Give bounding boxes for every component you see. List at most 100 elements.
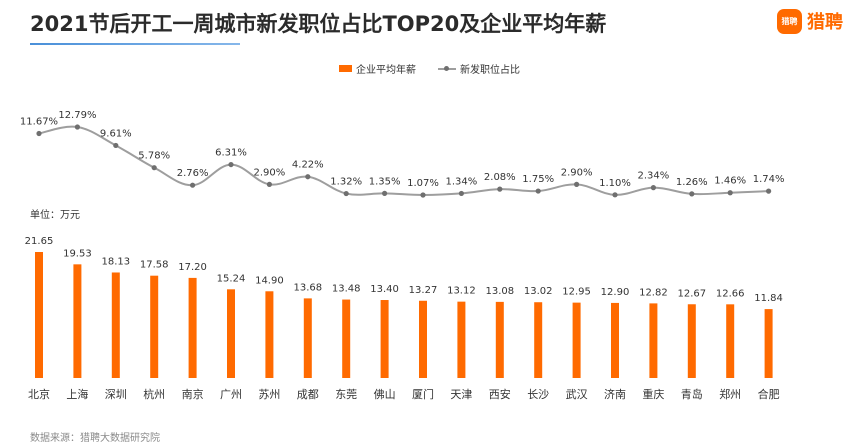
bar-value-label: 13.08 — [485, 286, 514, 297]
bar-2 — [73, 264, 82, 378]
share-point — [305, 174, 311, 180]
category-label: 南京 — [182, 387, 204, 401]
share-value-label: 4.22% — [292, 160, 324, 171]
share-value-label: 1.74% — [753, 174, 785, 185]
data-source: 数据来源：猎聘大数据研究院 — [30, 433, 160, 444]
share-point — [266, 181, 272, 187]
share-point — [458, 190, 464, 197]
share-point — [113, 142, 119, 149]
bar-5 — [188, 277, 197, 378]
category-label: 苏州 — [258, 388, 280, 401]
share-value-label: 1.07% — [407, 178, 439, 189]
category-label: 成都 — [297, 388, 319, 401]
category-label: 深圳 — [105, 388, 127, 401]
share-value-label: 9.61% — [100, 128, 132, 139]
share-point — [574, 181, 580, 187]
category-label: 天津 — [450, 388, 472, 401]
bar-value-label: 13.27 — [409, 285, 438, 296]
share-point — [766, 188, 772, 194]
bar-value-label: 11.84 — [754, 293, 783, 304]
liepin-logo-icon: 猎聘 — [777, 8, 802, 34]
bar-value-label: 13.12 — [447, 286, 476, 297]
share-line — [38, 125, 769, 197]
category-label: 东莞 — [335, 388, 357, 401]
bar-value-label: 14.90 — [255, 275, 284, 286]
category-label: 上海 — [66, 387, 88, 401]
share-point — [382, 190, 388, 196]
share-point — [497, 186, 503, 192]
share-value-label: 1.75% — [522, 174, 554, 185]
bar-value-label: 13.40 — [370, 284, 399, 295]
share-value-label: 1.35% — [369, 176, 401, 187]
share-point — [689, 191, 695, 197]
bar-value-label: 12.95 — [562, 287, 591, 298]
share-value-label: 2.08% — [484, 172, 516, 183]
chart-legend: 企业平均年薪 新发职位占比 — [0, 61, 859, 76]
share-value-label: 2.90% — [254, 167, 286, 178]
share-value-label: 5.78% — [138, 151, 170, 162]
legend-item-salary: 企业平均年薪 — [339, 61, 416, 76]
bar-value-label: 13.02 — [524, 286, 553, 297]
bar-value-label: 21.65 — [25, 236, 54, 247]
share-value-label: 1.34% — [446, 176, 478, 187]
chart-title: 2021节后开工一周城市新发职位占比TOP20及企业平均年薪 — [30, 12, 607, 36]
bar-value-label: 17.20 — [178, 262, 207, 273]
category-label: 佛山 — [374, 388, 396, 401]
category-label: 武汉 — [566, 388, 588, 401]
bar-value-label: 18.13 — [101, 256, 130, 267]
bar-value-label: 12.90 — [601, 287, 630, 298]
bar-13 — [495, 301, 504, 378]
bar-value-label: 12.82 — [639, 287, 668, 298]
share-point — [343, 190, 349, 197]
bar-value-label: 15.24 — [217, 273, 246, 284]
liepin-logo: 猎聘 猎聘 — [777, 8, 843, 34]
bar-19 — [726, 304, 735, 378]
category-label: 济南 — [604, 387, 626, 401]
bar-12 — [457, 301, 466, 378]
share-value-label: 1.32% — [330, 177, 362, 188]
share-value-label: 2.90% — [561, 167, 593, 178]
share-point — [190, 182, 196, 188]
category-label: 北京 — [28, 387, 50, 401]
legend-line-swatch — [438, 64, 456, 74]
share-point — [612, 192, 618, 198]
category-label: 杭州 — [143, 387, 165, 401]
bar-16 — [611, 302, 619, 378]
share-value-label: 11.67% — [20, 116, 58, 127]
category-label: 青岛 — [681, 387, 703, 401]
category-label: 厦门 — [412, 387, 434, 401]
share-point — [36, 130, 42, 137]
legend-label-salary: 企业平均年薪 — [356, 65, 416, 76]
share-value-label: 12.79% — [58, 110, 96, 121]
legend-label-share: 新发职位占比 — [460, 65, 520, 76]
bar-6 — [227, 289, 235, 378]
bar-value-label: 13.68 — [293, 282, 322, 293]
share-point — [228, 161, 234, 168]
bar-value-label: 19.53 — [63, 248, 92, 259]
bar-7 — [265, 291, 274, 378]
legend-bar-swatch — [339, 65, 352, 72]
category-label: 郑州 — [719, 387, 741, 401]
bar-11 — [419, 300, 427, 378]
bar-9 — [342, 299, 351, 378]
bar-15 — [572, 302, 581, 378]
logo-text: 猎聘 — [807, 12, 843, 33]
category-label: 重庆 — [642, 387, 664, 401]
share-value-label: 1.26% — [676, 177, 708, 188]
bar-4 — [150, 275, 159, 378]
category-label: 西安 — [489, 387, 511, 401]
bar-17 — [649, 303, 658, 378]
share-value-label: 1.10% — [599, 178, 631, 189]
share-value-label: 6.31% — [215, 148, 247, 159]
category-label: 广州 — [220, 388, 242, 401]
bar-10 — [380, 300, 389, 378]
bar-value-label: 12.66 — [716, 288, 745, 299]
category-label: 合肥 — [758, 387, 780, 401]
legend-item-share: 新发职位占比 — [438, 61, 520, 76]
share-point — [535, 188, 541, 194]
bar-8 — [303, 298, 312, 378]
bar-value-label: 12.67 — [677, 288, 706, 299]
bar-18 — [687, 304, 696, 378]
bar-20 — [764, 309, 773, 378]
